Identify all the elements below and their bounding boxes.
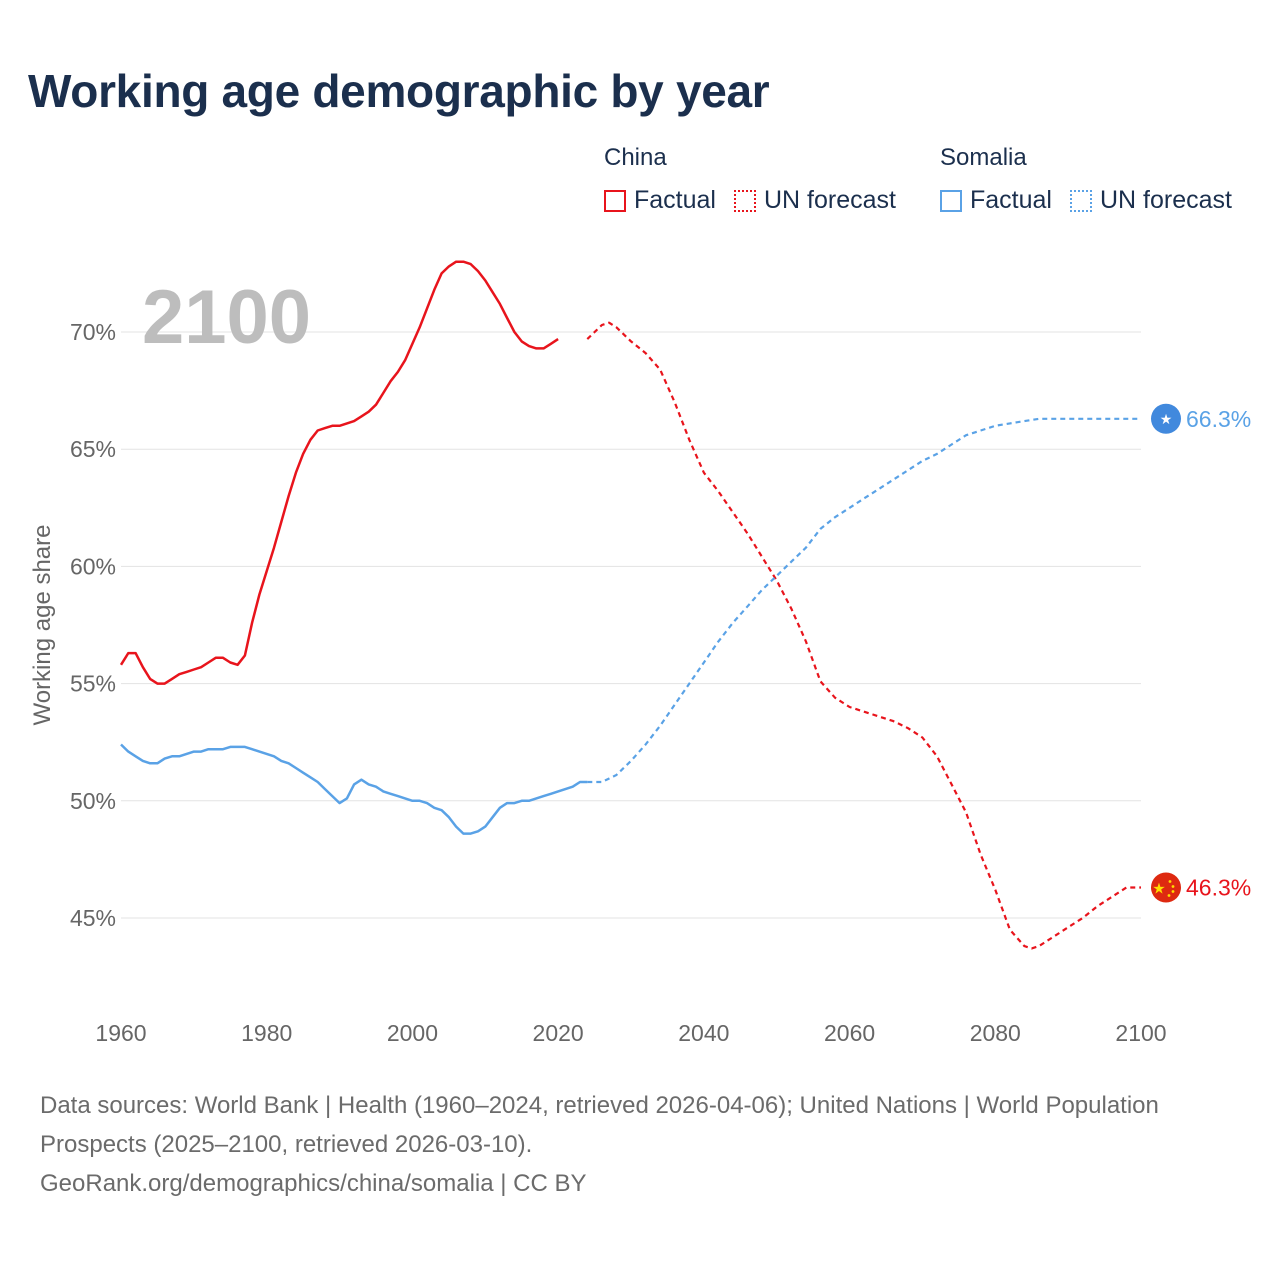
end-value-label-somalia: 66.3% bbox=[1186, 406, 1251, 432]
y-tick-label: 45% bbox=[70, 905, 116, 931]
footer: Data sources: World Bank | Health (1960–… bbox=[40, 1086, 1220, 1203]
legend-item-somalia-forecast[interactable]: UN forecast bbox=[1069, 186, 1232, 215]
legend-group-somalia: Somalia Factual UN forecast bbox=[940, 144, 1250, 215]
flag-star-icon: ★ bbox=[1152, 880, 1165, 898]
legend-swatch-dotted bbox=[1069, 189, 1092, 212]
y-tick-label: 60% bbox=[70, 553, 116, 579]
series-line-china-factual[interactable] bbox=[119, 260, 559, 685]
legend-group-china: China Factual UN forecast bbox=[604, 144, 914, 215]
flag-small-star-icon bbox=[1171, 885, 1175, 888]
y-tick-label: 55% bbox=[70, 671, 116, 697]
x-tick-label: 2040 bbox=[678, 1020, 729, 1046]
series-line-somalia-factual[interactable] bbox=[120, 743, 588, 835]
x-tick-label: 2000 bbox=[387, 1020, 438, 1046]
legend-item-china-factual[interactable]: Factual bbox=[604, 186, 716, 215]
china-flag-icon bbox=[1151, 872, 1181, 903]
x-tick-label: 1980 bbox=[241, 1020, 292, 1046]
x-tick-label: 2100 bbox=[1115, 1020, 1166, 1046]
legend-country-china: China bbox=[604, 144, 667, 171]
x-tick-label: 1960 bbox=[95, 1020, 146, 1046]
legend-label: Factual bbox=[970, 186, 1052, 214]
series-line-china-forecast[interactable] bbox=[586, 321, 1141, 950]
y-tick-label: 50% bbox=[70, 788, 116, 814]
legend-swatch-dotted bbox=[733, 189, 756, 212]
legend-item-somalia-factual[interactable]: Factual bbox=[940, 186, 1052, 215]
legend-label: Factual bbox=[634, 186, 716, 214]
x-tick-label: 2080 bbox=[970, 1020, 1021, 1046]
end-value-label-china: 46.3% bbox=[1186, 875, 1251, 901]
year-watermark: 2100 bbox=[142, 275, 311, 360]
legend-label: UN forecast bbox=[1099, 186, 1232, 214]
flag-star-icon: ★ bbox=[1160, 412, 1173, 428]
flag-small-star-icon bbox=[1171, 890, 1175, 893]
legend-country-somalia: Somalia bbox=[940, 144, 1027, 171]
y-axis-label: Working age share bbox=[29, 525, 56, 726]
chart-title: Working age demographic by year bbox=[28, 65, 770, 117]
x-tick-label: 2020 bbox=[533, 1020, 584, 1046]
y-tick-label: 70% bbox=[70, 319, 116, 345]
flag-small-star-icon bbox=[1168, 880, 1172, 883]
legend-swatch-solid bbox=[604, 189, 626, 212]
legend-item-china-forecast[interactable]: UN forecast bbox=[733, 186, 896, 215]
y-tick-label: 65% bbox=[70, 436, 116, 462]
legend-label: UN forecast bbox=[763, 186, 896, 214]
x-tick-label: 2060 bbox=[824, 1020, 875, 1046]
footer-sources: Data sources: World Bank | Health (1960–… bbox=[40, 1092, 1159, 1158]
flag-small-star-icon bbox=[1167, 894, 1171, 897]
legend-swatch-solid bbox=[940, 189, 962, 212]
footer-attribution: GeoRank.org/demographics/china/somalia |… bbox=[40, 1170, 587, 1197]
somalia-flag-icon bbox=[1151, 403, 1181, 434]
series-line-somalia-forecast[interactable] bbox=[587, 417, 1141, 784]
line-chart: 45% 50% 55% 60% 65% 70% 1960 1980 2000 2020 2040 20… bbox=[29, 260, 1251, 1046]
